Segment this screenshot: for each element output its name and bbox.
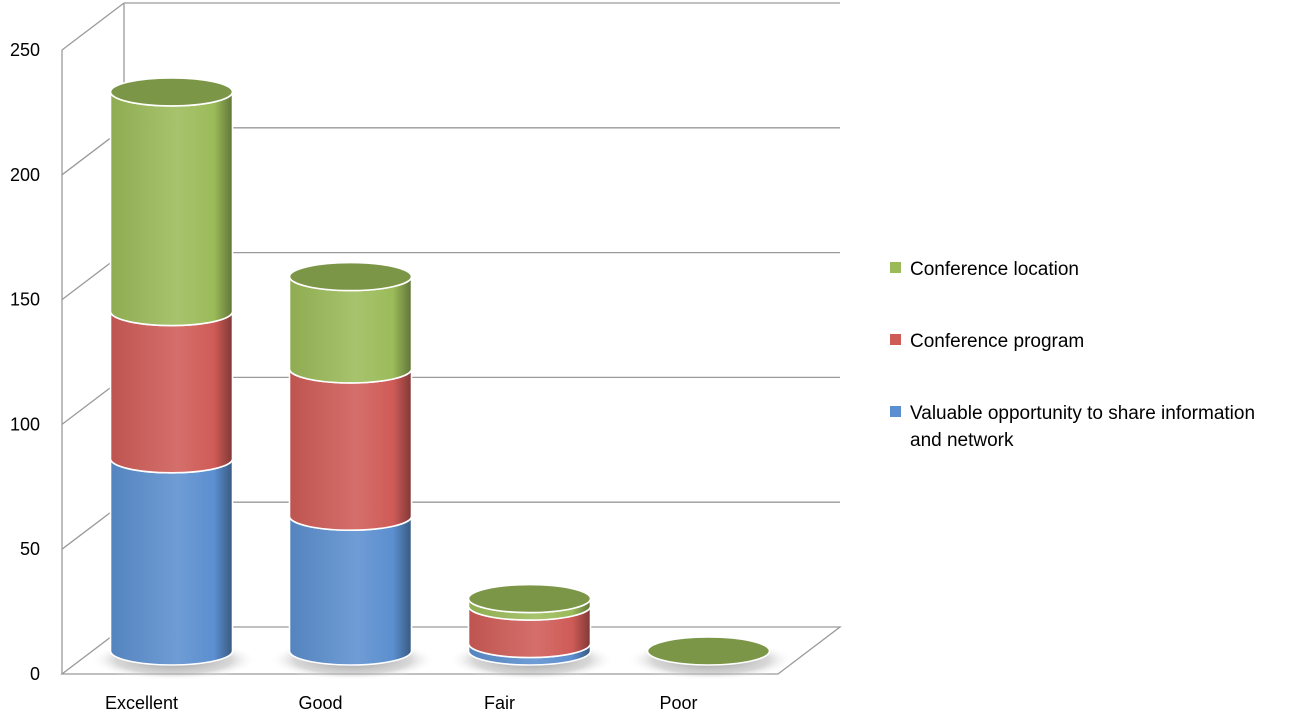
legend-swatch [890, 334, 901, 345]
x-tick-label: Excellent [105, 693, 178, 713]
x-tick-label: Fair [484, 693, 515, 713]
legend-item: Conference location [890, 259, 1079, 280]
x-tick-label: Good [298, 693, 342, 713]
y-tick-label: 250 [10, 40, 40, 60]
x-axis-tick-labels: Excellent Good Fair Poor [105, 693, 698, 713]
gridlines [61, 2, 840, 550]
legend-label: Conference program [910, 331, 1084, 352]
legend-label: Valuable opportunity to share informatio… [910, 403, 1255, 424]
legend-swatch [890, 406, 901, 417]
bar-segment [288, 368, 413, 532]
legend-item: Valuable opportunity to share informatio… [890, 403, 1255, 451]
y-tick-label: 100 [10, 414, 40, 434]
bar-top-cap [109, 77, 234, 107]
bar-top-cap [467, 583, 592, 614]
y-tick-label: 200 [10, 165, 40, 185]
bar-segment [288, 516, 413, 666]
legend-swatch [890, 262, 901, 273]
bar-group-fair [448, 583, 615, 680]
legend-label: Conference location [910, 259, 1079, 280]
y-tick-label: 50 [20, 539, 40, 559]
bar-top-cap [646, 636, 771, 666]
bar-segment [109, 311, 234, 474]
y-tick-label: 0 [30, 664, 40, 684]
legend-item: Conference program [890, 331, 1084, 352]
bar-segment [109, 458, 234, 666]
bar-segment [109, 91, 234, 327]
bar-segment [288, 276, 413, 384]
legend: Conference location Conference program Val… [890, 259, 1255, 451]
bar-group-poor [627, 636, 794, 680]
x-tick-label: Poor [659, 693, 697, 713]
y-axis-tick-labels: 0 50 100 150 200 250 [10, 40, 40, 684]
y-tick-label: 150 [10, 290, 40, 310]
bar-top-cap [288, 261, 413, 292]
gridline-side [61, 2, 125, 51]
legend-label: and network [910, 430, 1014, 451]
bars [90, 77, 794, 680]
bar-group-good [269, 261, 436, 680]
bar-group-excellent [90, 77, 257, 680]
